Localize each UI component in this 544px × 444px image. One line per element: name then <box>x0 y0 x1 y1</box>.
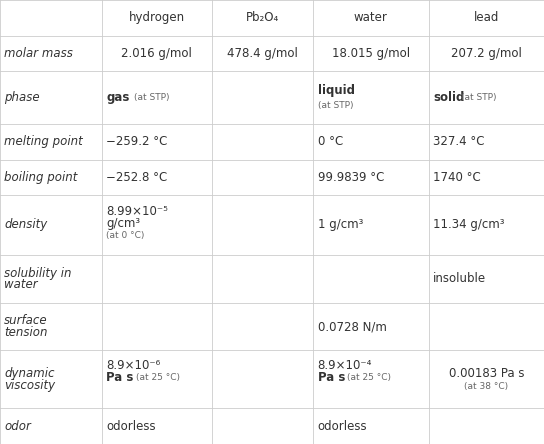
Text: 207.2 g/mol: 207.2 g/mol <box>451 47 522 60</box>
Text: boiling point: boiling point <box>4 171 78 184</box>
Text: (at STP): (at STP) <box>461 93 497 102</box>
Text: 0.00183 Pa s: 0.00183 Pa s <box>449 367 524 380</box>
Text: 8.99×10⁻⁵: 8.99×10⁻⁵ <box>106 205 168 218</box>
Text: 1740 °C: 1740 °C <box>433 171 481 184</box>
Text: gas: gas <box>106 91 129 104</box>
Text: odorless: odorless <box>106 420 156 433</box>
Text: hydrogen: hydrogen <box>128 11 184 24</box>
Text: (at 38 °C): (at 38 °C) <box>464 382 508 391</box>
Text: (at 0 °C): (at 0 °C) <box>106 231 144 240</box>
Text: melting point: melting point <box>4 135 83 148</box>
Text: 99.9839 °C: 99.9839 °C <box>318 171 384 184</box>
Text: tension: tension <box>4 326 48 339</box>
Text: Pa s: Pa s <box>318 371 345 385</box>
Text: liquid: liquid <box>318 84 355 98</box>
Text: 8.9×10⁻⁴: 8.9×10⁻⁴ <box>318 359 372 373</box>
Text: 327.4 °C: 327.4 °C <box>433 135 485 148</box>
Text: 0.0728 N/m: 0.0728 N/m <box>318 320 386 333</box>
Text: solubility in: solubility in <box>4 266 72 280</box>
Text: −252.8 °C: −252.8 °C <box>106 171 167 184</box>
Text: odor: odor <box>4 420 31 433</box>
Text: odorless: odorless <box>318 420 367 433</box>
Text: dynamic: dynamic <box>4 367 55 380</box>
Text: lead: lead <box>474 11 499 24</box>
Text: 2.016 g/mol: 2.016 g/mol <box>121 47 192 60</box>
Text: −259.2 °C: −259.2 °C <box>106 135 168 148</box>
Text: (at 25 °C): (at 25 °C) <box>348 373 392 382</box>
Text: phase: phase <box>4 91 40 104</box>
Text: insoluble: insoluble <box>433 272 486 285</box>
Text: 0 °C: 0 °C <box>318 135 343 148</box>
Text: (at 25 °C): (at 25 °C) <box>136 373 180 382</box>
Text: water: water <box>354 11 388 24</box>
Text: 8.9×10⁻⁶: 8.9×10⁻⁶ <box>106 359 160 373</box>
Text: Pb₂O₄: Pb₂O₄ <box>246 11 279 24</box>
Text: water: water <box>4 278 38 291</box>
Text: 18.015 g/mol: 18.015 g/mol <box>332 47 410 60</box>
Text: Pa s: Pa s <box>106 371 133 385</box>
Text: 11.34 g/cm³: 11.34 g/cm³ <box>433 218 504 231</box>
Text: 1 g/cm³: 1 g/cm³ <box>318 218 363 231</box>
Text: 478.4 g/mol: 478.4 g/mol <box>227 47 298 60</box>
Text: solid: solid <box>433 91 465 104</box>
Text: (at STP): (at STP) <box>318 101 353 110</box>
Text: g/cm³: g/cm³ <box>106 217 140 230</box>
Text: viscosity: viscosity <box>4 378 55 392</box>
Text: molar mass: molar mass <box>4 47 73 60</box>
Text: (at STP): (at STP) <box>134 93 170 102</box>
Text: density: density <box>4 218 48 231</box>
Text: surface: surface <box>4 314 48 327</box>
